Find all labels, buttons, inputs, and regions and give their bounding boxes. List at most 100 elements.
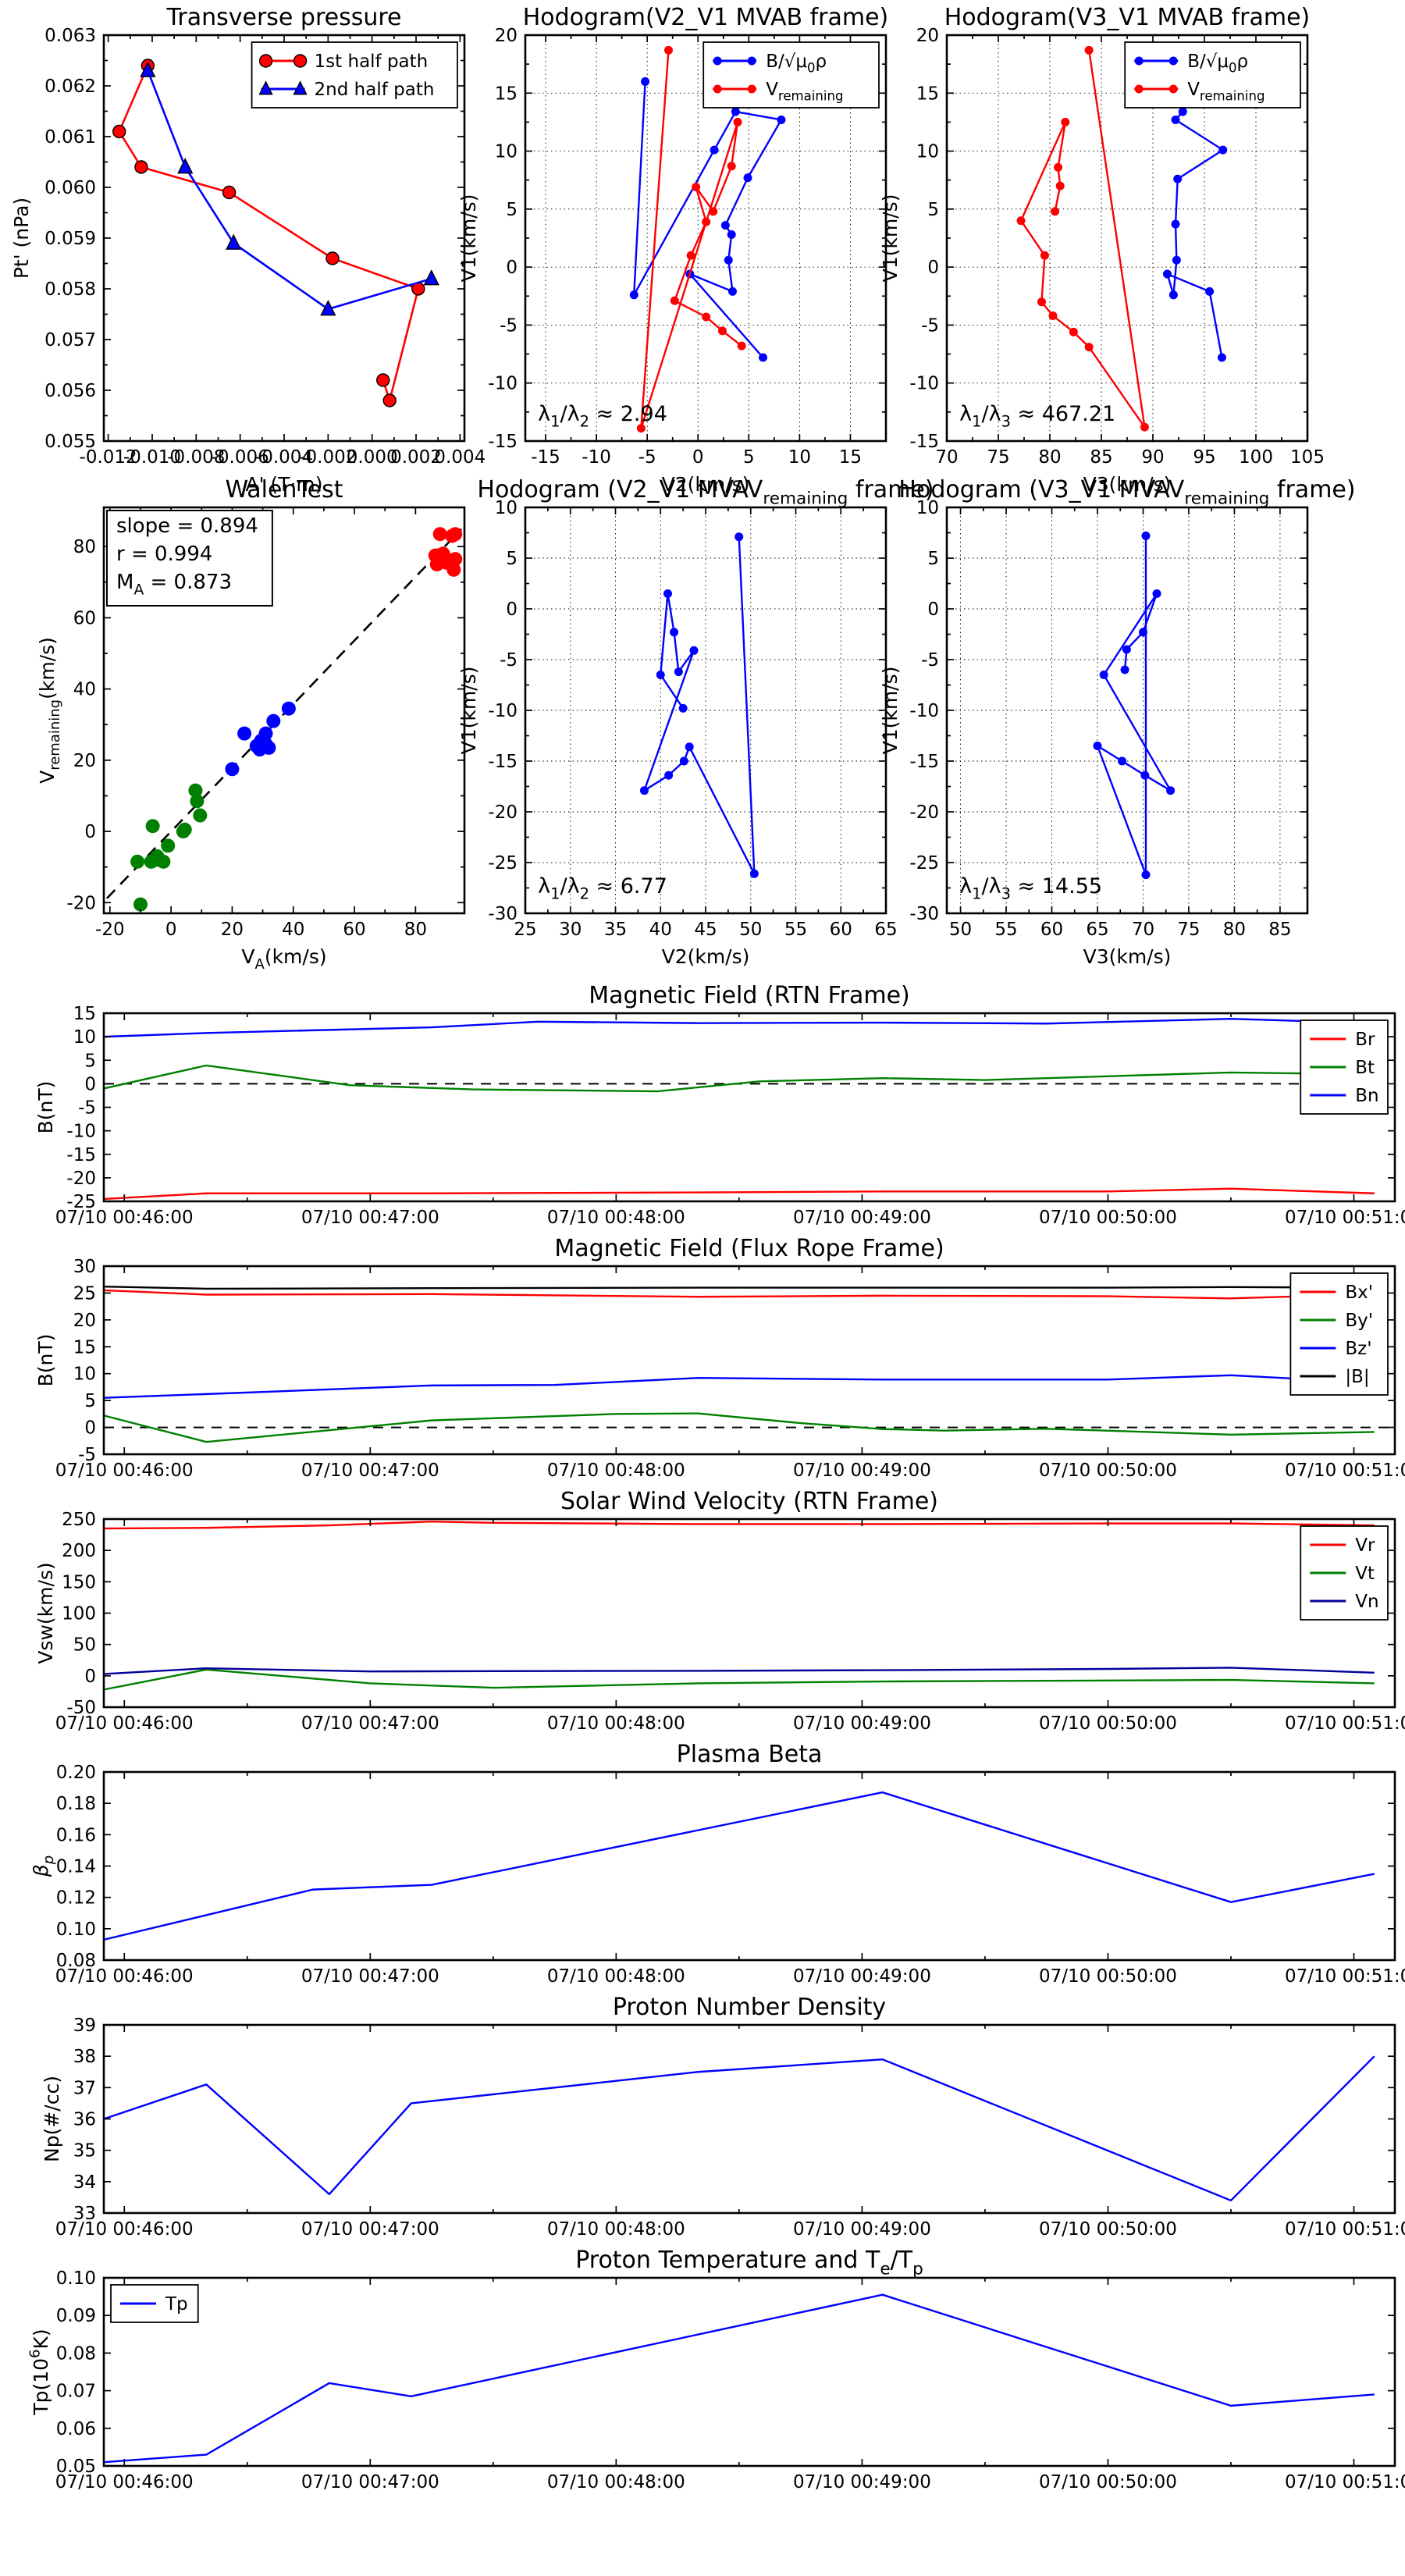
y-tick-label: 150 xyxy=(62,1572,96,1592)
y-tick-label: 0.058 xyxy=(44,279,96,300)
tick-marks xyxy=(104,1265,1395,1455)
series-V-remaining xyxy=(640,50,742,429)
x-tick-label: 07/10 00:48:00 xyxy=(547,1208,685,1228)
legend-label: Vr xyxy=(1355,1535,1375,1556)
legend-label: Vremaining xyxy=(1187,80,1264,103)
y-tick-label: 0.16 xyxy=(56,1825,96,1845)
legend-label: Vn xyxy=(1355,1592,1378,1612)
markers-B-over-sqrt-mu0rho xyxy=(1093,531,1176,880)
tick-marks xyxy=(104,1518,1395,1708)
markers-B-over-sqrt-mu0rho xyxy=(1162,76,1228,362)
series-Vr xyxy=(104,1521,1375,1530)
x-tick-label: 07/10 00:48:00 xyxy=(547,1461,685,1481)
y-tick-label: 0.20 xyxy=(56,1763,96,1783)
legend-label: 1st half path xyxy=(315,52,429,72)
y-tick-label: 250 xyxy=(62,1510,96,1530)
x-tick-label: -0.008 xyxy=(167,447,225,468)
grid xyxy=(525,34,886,442)
x-tick-label: -10 xyxy=(582,447,611,468)
x-tick-label: 07/10 00:51:00 xyxy=(1285,2219,1405,2240)
y-tick-label: 5 xyxy=(506,549,518,569)
tick-marks xyxy=(104,2277,1395,2467)
series-V-remaining xyxy=(1019,50,1146,429)
series-B-over-sqrt-mu0rho xyxy=(633,81,783,358)
lambda-ratio-annotation: λ1/λ2 ≈ 6.77 xyxy=(538,874,667,903)
x-tick-label: 07/10 00:51:00 xyxy=(1285,1208,1405,1228)
x-tick-label: 60 xyxy=(1040,920,1063,940)
series-B-over-sqrt-mu0rho xyxy=(1166,81,1224,358)
x-tick-label: -0.004 xyxy=(255,447,313,468)
y-tick-label: -20 xyxy=(66,1169,96,1189)
markers-scatter-green xyxy=(130,783,208,912)
axes-frame xyxy=(102,1770,1396,1962)
series-first-half-path xyxy=(118,65,420,402)
y-tick-label: -15 xyxy=(909,752,939,772)
plot-title: Proton Temperature and Te/Tp xyxy=(575,2247,923,2279)
y-tick-label: -15 xyxy=(909,432,939,452)
y-tick-label: 15 xyxy=(73,1004,96,1024)
x-tick-label: 07/10 00:49:00 xyxy=(793,1461,931,1481)
legend-label: Bt xyxy=(1355,1058,1375,1078)
series-group xyxy=(1016,45,1228,432)
y-tick-label: 10 xyxy=(916,498,939,518)
y-tick-label: 20 xyxy=(916,26,939,46)
x-tick-label: -20 xyxy=(95,920,125,940)
y-tick-label: 60 xyxy=(73,608,96,628)
grid xyxy=(947,507,1307,914)
legend: B/√μ0ρ Vremaining xyxy=(1124,41,1301,109)
series-Vn xyxy=(104,1667,1375,1675)
x-tick-label: -0.010 xyxy=(123,447,181,468)
legend-label: Bx' xyxy=(1345,1283,1373,1303)
y-tick-label: 0.08 xyxy=(56,2343,96,2364)
x-tick-label: 07/10 00:49:00 xyxy=(793,1966,931,1987)
tick-marks xyxy=(104,2024,1395,2214)
x-tick-label: 07/10 00:50:00 xyxy=(1039,1713,1177,1734)
y-tick-label: -15 xyxy=(488,432,518,452)
x-tick-label: 55 xyxy=(784,920,807,940)
y-tick-label: 15 xyxy=(495,84,518,104)
x-tick-label: 55 xyxy=(994,920,1017,940)
x-axis-label: V3(km/s) xyxy=(1083,473,1172,496)
stats-line: r = 0.994 xyxy=(116,543,212,566)
x-tick-label: 07/10 00:48:00 xyxy=(547,1713,685,1734)
x-tick-label: 70 xyxy=(935,447,958,468)
x-tick-label: 75 xyxy=(987,447,1009,468)
y-tick-label: 15 xyxy=(73,1337,96,1357)
x-tick-label: 10 xyxy=(788,447,811,468)
y-tick-label: 10 xyxy=(73,1027,96,1048)
tick-marks xyxy=(947,507,1307,914)
x-tick-label: 07/10 00:47:00 xyxy=(301,1461,439,1481)
plot-title: Solar Wind Velocity (RTN Frame) xyxy=(560,1488,938,1515)
x-tick-label: 07/10 00:51:00 xyxy=(1285,1966,1405,1987)
plot-title: Hodogram(V2_V1 MVAB frame) xyxy=(523,4,889,31)
y-tick-label: 10 xyxy=(916,142,939,162)
y-tick-label: 0 xyxy=(927,258,939,278)
series-B-over-sqrt-mu0rho xyxy=(643,536,756,875)
y-tick-label: 5 xyxy=(927,549,939,569)
y-axis-label: V1(km/s) xyxy=(457,667,480,755)
y-tick-label: -30 xyxy=(909,904,939,924)
x-axis-label: V2(km/s) xyxy=(662,945,750,968)
series-group xyxy=(629,45,786,433)
series-By-prime xyxy=(104,1412,1375,1443)
y-tick-label: 15 xyxy=(916,84,939,104)
x-tick-label: 95 xyxy=(1193,447,1215,468)
x-tick-label: 07/10 00:46:00 xyxy=(55,1713,194,1734)
x-tick-label: 100 xyxy=(1239,447,1273,468)
legend-label: 2nd half path xyxy=(315,80,435,100)
x-tick-label: 07/10 00:50:00 xyxy=(1039,1208,1177,1228)
x-tick-label: 60 xyxy=(343,920,365,940)
y-tick-label: 35 xyxy=(73,2141,96,2161)
y-tick-label: 200 xyxy=(62,1541,96,1561)
legend: Bx' By' Bz' |B| xyxy=(1289,1272,1389,1396)
y-tick-label: 0.059 xyxy=(44,229,96,249)
x-axis-label: VA(km/s) xyxy=(241,945,326,973)
stats-infobox: slope = 0.894 r = 0.994 MA = 0.873 xyxy=(106,510,273,607)
